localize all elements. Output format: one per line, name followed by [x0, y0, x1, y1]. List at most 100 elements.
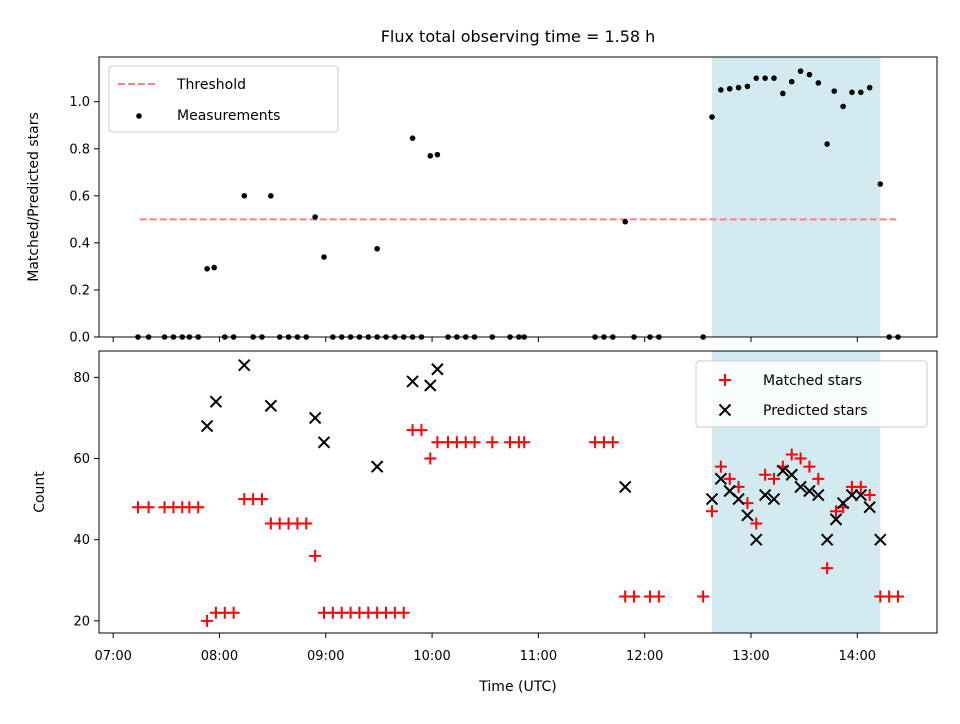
matched-star-point	[628, 590, 641, 603]
matched-star-point	[192, 501, 205, 514]
measurement-point	[858, 89, 864, 96]
matched-star-point	[723, 472, 736, 485]
plot-frame	[98, 350, 938, 634]
legend-measurements-swatch	[136, 113, 142, 119]
predicted-star-point	[758, 488, 772, 502]
matched-star-point	[768, 472, 781, 485]
top-panel: 0.0 0.2 0.4 0.6 0.8 1.0 Threshold Measurements	[69, 56, 938, 346]
predicted-star-point	[200, 419, 214, 433]
measurement-point	[268, 193, 274, 199]
matched-star-point	[415, 424, 428, 437]
matched-star-point	[892, 590, 905, 603]
y-tick-label: 60	[73, 452, 90, 467]
chart-title: Flux total observing time = 1.58 h	[381, 27, 656, 46]
matched-star-point	[518, 436, 531, 449]
legend-box	[108, 65, 339, 133]
highlight-band	[711, 57, 881, 337]
measurement-point	[744, 83, 751, 90]
legend-predicted-swatch	[718, 403, 732, 417]
top-y-axis-label: Matched/Predicted stars	[26, 112, 42, 282]
legend-threshold-label: Threshold	[176, 77, 246, 93]
predicted-star-point	[209, 395, 223, 408]
measurement-point	[735, 84, 742, 91]
measurement-point	[753, 75, 760, 81]
y-tick-label: 0.4	[69, 236, 90, 251]
predicted-star-point	[854, 488, 868, 502]
matched-star-point	[854, 480, 867, 493]
matched-star-point	[714, 460, 727, 473]
x-tick-label: 13:00	[732, 649, 769, 664]
predicted-star-point	[829, 513, 843, 526]
bottom-y-axis-label: Count	[32, 471, 48, 513]
x-tick-label: 10:00	[413, 649, 450, 664]
predicted-star-point	[424, 379, 437, 392]
y-tick-label: 0.8	[69, 142, 90, 157]
matched-star-point	[397, 606, 410, 619]
measurement-point	[321, 254, 327, 260]
legend-measurements-label: Measurements	[177, 108, 280, 124]
measurement-point	[434, 151, 441, 158]
predicted-star-point	[618, 480, 632, 494]
matched-star-point	[300, 517, 313, 530]
matched-star-point	[785, 448, 798, 461]
measurement-point	[824, 141, 830, 147]
predicted-star-point	[767, 492, 781, 506]
y-tick-label: 0.6	[69, 189, 90, 204]
matched-star-point	[142, 501, 155, 514]
predicted-star-point	[431, 363, 444, 376]
measurement-point	[211, 264, 217, 271]
y-tick-label: 0.0	[69, 331, 90, 346]
measurement-point	[312, 214, 318, 220]
matched-star-point	[431, 436, 444, 449]
predicted-star-point	[794, 480, 807, 494]
measurement-point	[204, 265, 210, 272]
x-tick-label: 09:00	[307, 649, 344, 664]
measurement-point	[866, 84, 873, 91]
x-tick-label: 11:00	[520, 649, 557, 664]
predicted-star-point	[732, 492, 745, 506]
matched-star-point	[309, 549, 322, 562]
predicted-star-point	[705, 492, 719, 506]
predicted-star-point	[874, 533, 887, 546]
matched-star-point	[468, 436, 481, 449]
predicted-star-point	[406, 375, 419, 388]
matched-star-point	[812, 472, 825, 485]
measurement-point	[622, 218, 628, 225]
measurement-point	[726, 85, 733, 92]
measurement-point	[877, 181, 884, 187]
measurement-point	[849, 89, 855, 96]
matched-star-point	[750, 517, 763, 530]
legend-matched-swatch	[719, 374, 731, 386]
legend: Matched stars Predicted stars	[695, 360, 928, 428]
predicted-star-point	[741, 509, 754, 522]
predicted-star-point	[803, 484, 816, 498]
predicted-star-point	[317, 436, 331, 449]
measurement-point	[771, 75, 777, 81]
matched-star-point	[606, 436, 619, 449]
measurement-point	[762, 75, 768, 81]
plot-frame	[98, 56, 938, 338]
matched-star-point	[863, 489, 876, 502]
y-tick-label: 1.0	[69, 95, 90, 110]
legend-predicted-label: Predicted stars	[763, 403, 868, 419]
predicted-star-point	[308, 411, 322, 425]
matched-star-point	[794, 452, 807, 465]
predicted-star-point	[714, 472, 728, 486]
measurement-point	[241, 193, 248, 199]
predicted-star-point	[863, 501, 876, 514]
matched-star-point	[705, 505, 718, 518]
measurement-point	[840, 103, 846, 110]
measurement-point	[797, 68, 804, 74]
measurement-point	[374, 245, 380, 252]
y-tick-label: 80	[73, 371, 90, 386]
measurement-point	[806, 71, 813, 78]
predicted-star-point	[776, 464, 790, 477]
predicted-star-point	[812, 488, 825, 502]
matched-star-point	[830, 505, 843, 518]
y-tick-label: 40	[73, 533, 90, 548]
measurement-point	[718, 87, 724, 93]
matched-star-point	[131, 501, 144, 514]
legend-box	[695, 360, 928, 428]
predicted-star-point	[845, 488, 859, 502]
predicted-star-point	[750, 533, 763, 546]
